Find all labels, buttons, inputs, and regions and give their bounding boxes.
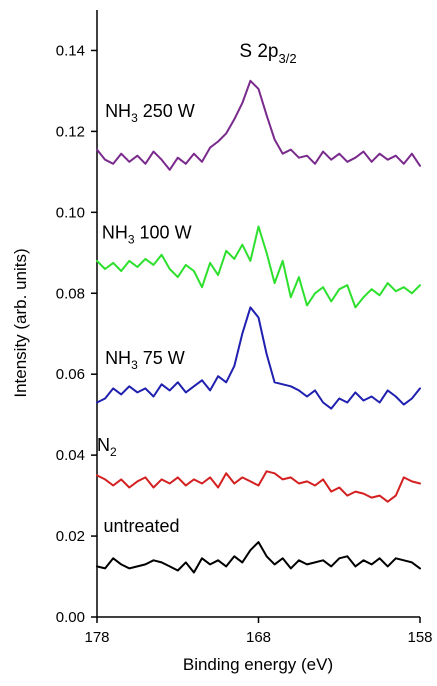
y-ticks: 0.00 0.02 0.04 0.06 0.08 0.10 0.12 0.14 bbox=[56, 42, 97, 626]
series-label-1: N2 bbox=[97, 435, 117, 459]
series-label-sub-1: 2 bbox=[110, 445, 117, 459]
series-label-tail-4: 250 W bbox=[138, 101, 195, 121]
series-label-main-4: NH bbox=[105, 101, 131, 121]
series-lines bbox=[96, 79, 421, 574]
series-label-main-1: N bbox=[97, 435, 110, 455]
x-tick-label-2: 158 bbox=[407, 629, 432, 646]
y-tick-label-7: 0.14 bbox=[56, 42, 85, 59]
series-label-main-0: untreated bbox=[103, 516, 179, 536]
x-axis-label: Binding energy (eV) bbox=[183, 655, 333, 674]
y-axis-label: Intensity (arb. units) bbox=[11, 248, 30, 397]
y-tick-label-1: 0.02 bbox=[56, 528, 85, 545]
series-line-1 bbox=[96, 470, 421, 503]
series-line-0 bbox=[96, 541, 421, 574]
x-tick-label-0: 178 bbox=[84, 629, 109, 646]
series-label-sub-2: 3 bbox=[131, 358, 138, 372]
series-line-4 bbox=[96, 79, 421, 171]
y-tick-label-2: 0.04 bbox=[56, 447, 85, 464]
x-ticks: 178 168 158 bbox=[84, 617, 433, 646]
y-tick-label-4: 0.08 bbox=[56, 285, 85, 302]
y-tick-label-0: 0.00 bbox=[56, 609, 85, 626]
series-label-4: NH3 250 W bbox=[105, 101, 195, 125]
x-tick-label-1: 168 bbox=[246, 629, 271, 646]
series-label-3: NH3 100 W bbox=[102, 223, 192, 247]
series-label-2: NH3 75 W bbox=[105, 348, 185, 372]
series-label-main-2: NH bbox=[105, 348, 131, 368]
chart-title: S 2p3/2 bbox=[239, 41, 296, 66]
chart-title-sub: 3/2 bbox=[279, 51, 297, 66]
series-label-sub-4: 3 bbox=[131, 111, 138, 125]
y-tick-label-6: 0.12 bbox=[56, 123, 85, 140]
series-label-tail-3: 100 W bbox=[135, 223, 192, 243]
series-line-2 bbox=[96, 306, 421, 410]
series-label-sub-3: 3 bbox=[128, 233, 135, 247]
chart-title-main: S 2p bbox=[239, 41, 278, 62]
series-line-3 bbox=[96, 225, 421, 309]
y-tick-label-5: 0.10 bbox=[56, 204, 85, 221]
series-label-main-3: NH bbox=[102, 223, 128, 243]
series-label-0: untreated bbox=[103, 516, 179, 536]
series-label-tail-2: 75 W bbox=[138, 348, 185, 368]
y-tick-label-3: 0.06 bbox=[56, 366, 85, 383]
